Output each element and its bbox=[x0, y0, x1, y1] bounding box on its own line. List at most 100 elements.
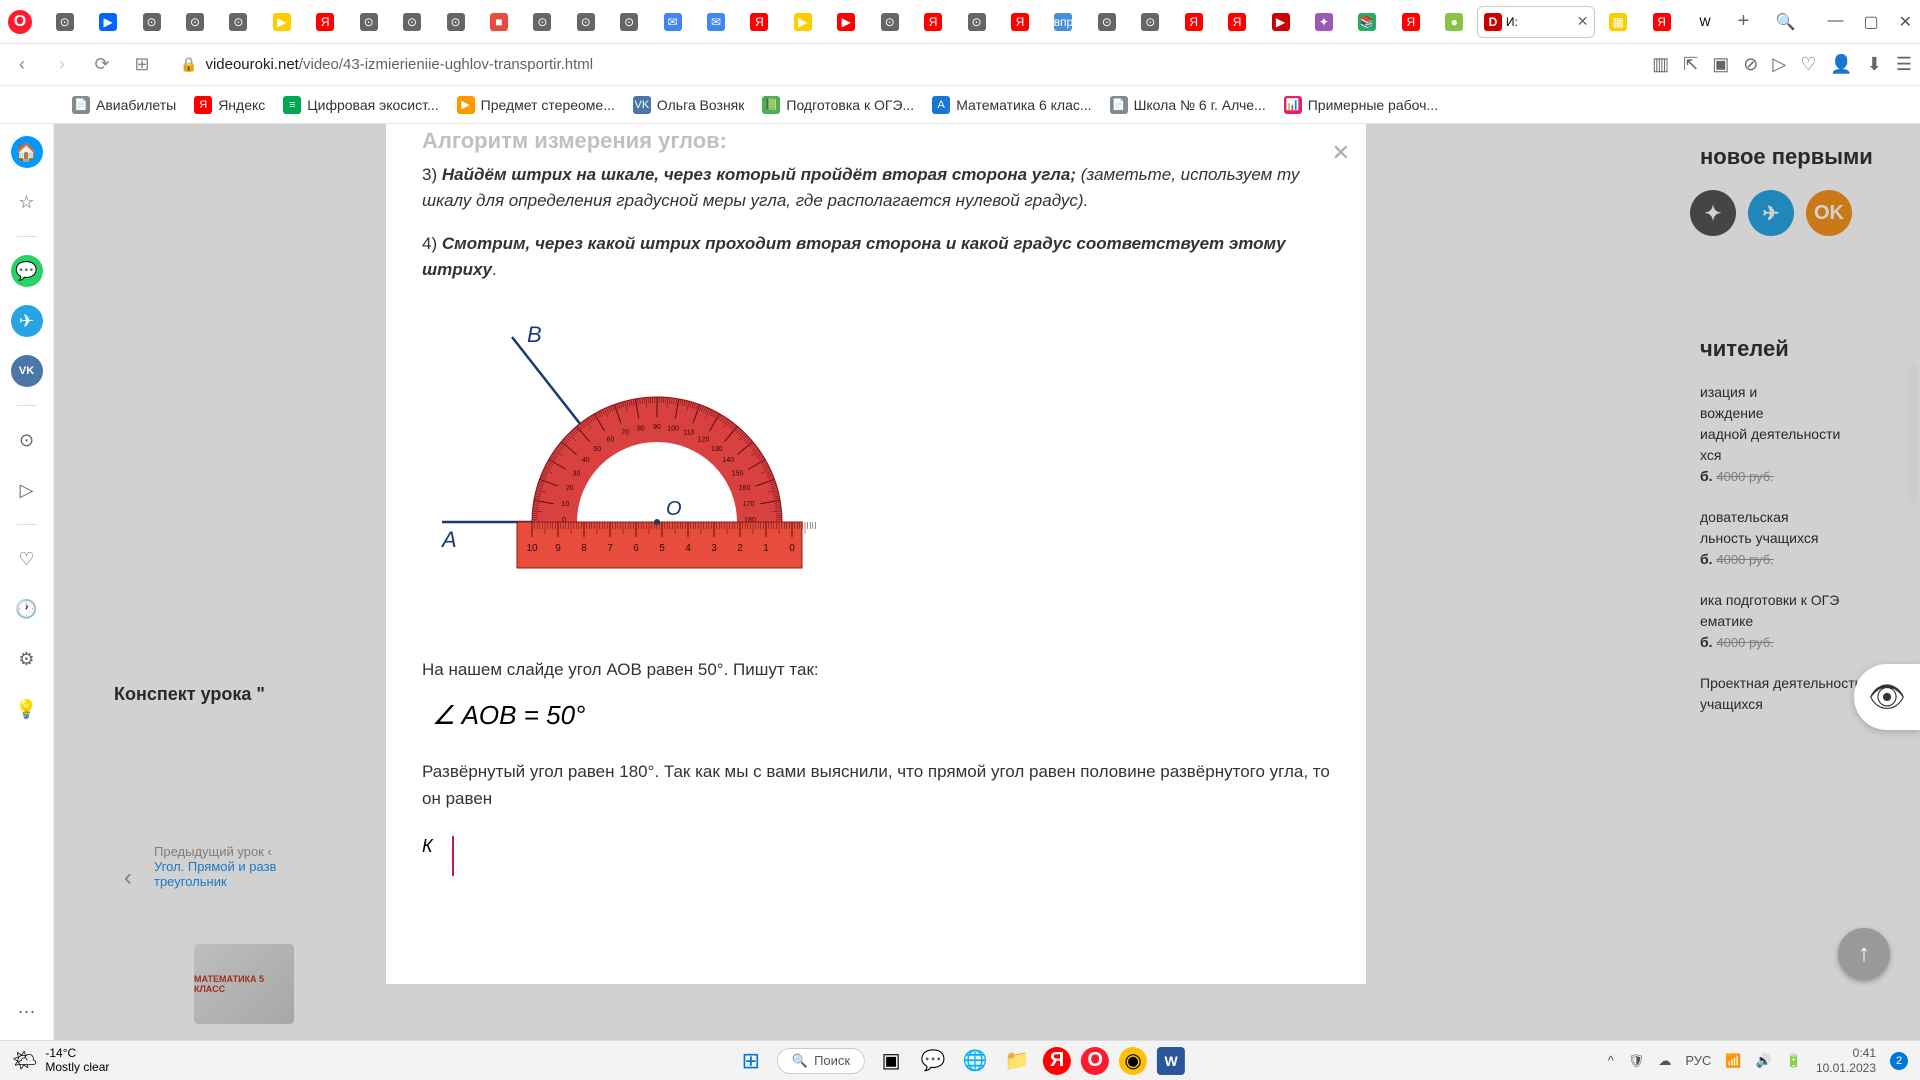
browser-tab[interactable]: ⊙ bbox=[869, 6, 910, 38]
forward-button[interactable]: › bbox=[48, 51, 76, 79]
word-icon[interactable]: W bbox=[1157, 1047, 1185, 1075]
browser-tab[interactable]: ● bbox=[1434, 6, 1475, 38]
browser-tab[interactable]: W bbox=[1684, 6, 1725, 38]
opera-taskbar-icon[interactable]: O bbox=[1081, 1047, 1109, 1075]
browser-tab-active[interactable]: DИ:✕ bbox=[1477, 6, 1596, 38]
gear-icon[interactable]: ⚙ bbox=[11, 643, 43, 675]
browser-tab[interactable]: ▶ bbox=[261, 6, 302, 38]
browser-tab[interactable]: Я bbox=[305, 6, 346, 38]
bookmark-item[interactable]: 📄Школа № 6 г. Алче... bbox=[1110, 96, 1266, 114]
scrollbar-thumb[interactable] bbox=[1908, 364, 1918, 504]
browser-tab[interactable]: ⊙ bbox=[391, 6, 432, 38]
volume-icon[interactable]: 🔊 bbox=[1756, 1053, 1772, 1069]
bookmark-item[interactable]: 📊Примерные рабоч... bbox=[1284, 96, 1438, 114]
browser-tab[interactable]: Я bbox=[1390, 6, 1431, 38]
battery-icon[interactable]: 🔋 bbox=[1786, 1053, 1802, 1069]
bookmark-item[interactable]: 📄Авиабилеты bbox=[72, 96, 176, 114]
clock[interactable]: 0:41 10.01.2023 bbox=[1816, 1046, 1876, 1075]
send-icon[interactable]: ▷ bbox=[11, 474, 43, 506]
reader-icon[interactable]: ▥ bbox=[1652, 54, 1669, 75]
browser-tab[interactable]: ✉ bbox=[695, 6, 736, 38]
scroll-top-button[interactable]: ↑ bbox=[1838, 928, 1890, 980]
url-field[interactable]: 🔒 videouroki.net/video/43-izmierieniie-u… bbox=[168, 49, 1640, 81]
bookmark-item[interactable]: 📗Подготовка к ОГЭ... bbox=[762, 96, 914, 114]
telegram-icon[interactable]: ✈ bbox=[11, 305, 43, 337]
close-button[interactable]: ✕ bbox=[1899, 12, 1912, 32]
app-icon[interactable]: ◉ bbox=[1119, 1047, 1147, 1075]
browser-tab[interactable]: Я bbox=[1641, 6, 1682, 38]
yandex-icon[interactable]: Я bbox=[1043, 1047, 1071, 1075]
browser-tab[interactable]: ▶ bbox=[782, 6, 823, 38]
browser-tab[interactable]: ⊙ bbox=[1130, 6, 1171, 38]
tab-search-icon[interactable]: 🔍 bbox=[1775, 12, 1795, 32]
browser-tab[interactable]: ⊙ bbox=[131, 6, 172, 38]
browser-tab[interactable]: ✦ bbox=[1303, 6, 1344, 38]
back-button[interactable]: ‹ bbox=[8, 51, 36, 79]
wifi-icon[interactable]: 📶 bbox=[1725, 1053, 1741, 1069]
camera-icon[interactable]: ▣ bbox=[1712, 54, 1729, 75]
profile-icon[interactable]: 👤 bbox=[1830, 54, 1852, 75]
browser-tab[interactable]: ⊙ bbox=[608, 6, 649, 38]
block-icon[interactable]: ⊘ bbox=[1743, 54, 1758, 75]
browser-tab[interactable]: ⊙ bbox=[218, 6, 259, 38]
browser-tab[interactable]: ⊙ bbox=[348, 6, 389, 38]
browser-tab[interactable]: Я bbox=[999, 6, 1040, 38]
start-button[interactable]: ⊞ bbox=[735, 1045, 767, 1077]
browser-tab[interactable]: ▶ bbox=[1260, 6, 1301, 38]
bulb-icon[interactable]: 💡 bbox=[11, 693, 43, 725]
menu-icon[interactable]: ☰ bbox=[1896, 54, 1912, 75]
lang-indicator[interactable]: РУС bbox=[1685, 1053, 1711, 1068]
home-icon[interactable]: 🏠 bbox=[11, 136, 43, 168]
minimize-button[interactable]: — bbox=[1827, 12, 1843, 32]
opera-logo[interactable]: O bbox=[8, 10, 32, 34]
tab-close-icon[interactable]: ✕ bbox=[1577, 13, 1589, 30]
browser-tab[interactable]: ⊙ bbox=[565, 6, 606, 38]
tray-cloud-icon[interactable]: ☁ bbox=[1658, 1053, 1671, 1069]
tray-chevron-icon[interactable]: ^ bbox=[1608, 1053, 1614, 1068]
browser-tab[interactable]: Я bbox=[739, 6, 780, 38]
bookmark-item[interactable]: ЯЯндекс bbox=[194, 96, 265, 114]
more-icon[interactable]: ⋯ bbox=[11, 996, 43, 1028]
browser-tab[interactable]: ⊙ bbox=[1086, 6, 1127, 38]
heart-icon[interactable]: ♡ bbox=[11, 543, 43, 575]
browser-tab[interactable]: Я bbox=[912, 6, 953, 38]
weather-widget[interactable]: 🌤 -14°C Mostly clear bbox=[12, 1047, 109, 1073]
send-icon[interactable]: ▷ bbox=[1772, 54, 1786, 75]
new-tab-button[interactable]: + bbox=[1728, 6, 1760, 38]
bookmark-item[interactable]: ▶Предмет стереоме... bbox=[457, 96, 615, 114]
chat-icon[interactable]: 💬 bbox=[917, 1045, 949, 1077]
notification-badge[interactable]: 2 bbox=[1890, 1052, 1908, 1070]
task-view-icon[interactable]: ▣ bbox=[875, 1045, 907, 1077]
maximize-button[interactable]: ▢ bbox=[1863, 12, 1878, 32]
browser-tab[interactable]: Я bbox=[1216, 6, 1257, 38]
browser-tab[interactable]: ⊙ bbox=[44, 6, 85, 38]
browser-tab[interactable]: 📚 bbox=[1347, 6, 1388, 38]
download-icon[interactable]: ⬇ bbox=[1867, 54, 1882, 75]
vk-icon[interactable]: VK bbox=[11, 355, 43, 387]
reload-button[interactable]: ⟳ bbox=[88, 51, 116, 79]
heart-icon[interactable]: ♡ bbox=[1800, 54, 1816, 75]
edge-icon[interactable]: 🌐 bbox=[959, 1045, 991, 1077]
browser-tab[interactable]: ■ bbox=[478, 6, 519, 38]
browser-tab[interactable]: ⊙ bbox=[522, 6, 563, 38]
browser-tab[interactable]: ⊙ bbox=[956, 6, 997, 38]
bookmark-item[interactable]: АМатематика 6 клас... bbox=[932, 96, 1091, 114]
browser-tab[interactable]: ▶ bbox=[826, 6, 867, 38]
modal-close-button[interactable]: ✕ bbox=[1332, 140, 1350, 166]
whatsapp-icon[interactable]: 💬 bbox=[11, 255, 43, 287]
star-icon[interactable]: ☆ bbox=[11, 186, 43, 218]
bookmark-item[interactable]: ≡Цифровая экосист... bbox=[283, 96, 438, 114]
apps-button[interactable]: ⊞ bbox=[128, 51, 156, 79]
browser-tab[interactable]: Я bbox=[1173, 6, 1214, 38]
browser-tab[interactable]: ⊙ bbox=[174, 6, 215, 38]
tray-shield-icon[interactable]: 🛡 bbox=[1628, 1053, 1645, 1069]
browser-tab[interactable]: ✉ bbox=[652, 6, 693, 38]
eye-widget[interactable]: 👁 bbox=[1854, 664, 1920, 730]
browser-tab[interactable]: ▶ bbox=[87, 6, 128, 38]
browser-tab[interactable]: впр bbox=[1043, 6, 1084, 38]
clock-icon[interactable]: 🕐 bbox=[11, 593, 43, 625]
bookmark-item[interactable]: VKОльга Возняк bbox=[633, 96, 745, 114]
share-icon[interactable]: ⇱ bbox=[1683, 54, 1698, 75]
explorer-icon[interactable]: 📁 bbox=[1001, 1045, 1033, 1077]
taskbar-search[interactable]: 🔍 Поиск bbox=[777, 1048, 865, 1074]
